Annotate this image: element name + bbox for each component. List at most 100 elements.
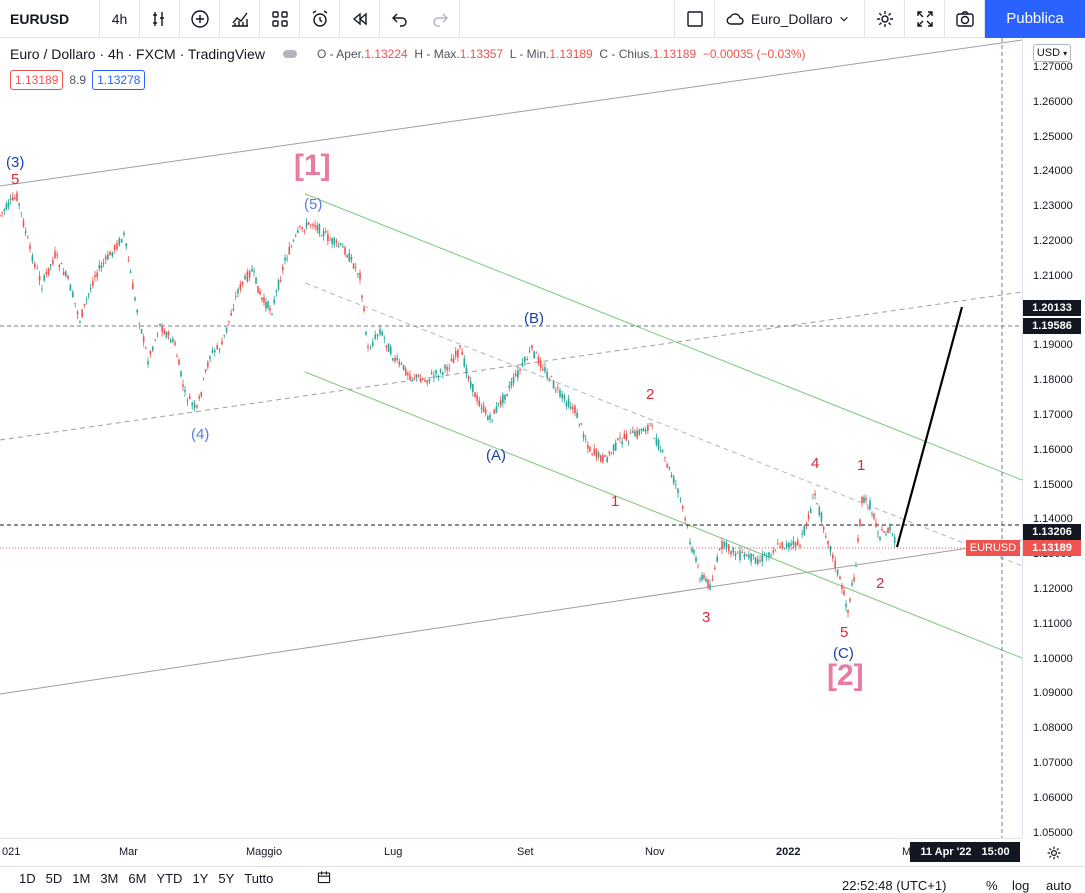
time-axis[interactable] bbox=[0, 838, 1022, 866]
candle-body bbox=[478, 400, 481, 406]
candle-body bbox=[499, 399, 502, 406]
replay-icon[interactable] bbox=[340, 0, 380, 38]
candle-body bbox=[54, 251, 56, 258]
log-toggle[interactable]: log bbox=[1012, 878, 1030, 893]
green-upper-line[interactable] bbox=[304, 193, 1023, 481]
candle-body bbox=[765, 555, 768, 557]
settings-icon[interactable] bbox=[1040, 842, 1068, 864]
visibility-toggle-icon[interactable] bbox=[282, 50, 297, 58]
candle-body bbox=[743, 553, 746, 558]
candle-body bbox=[741, 551, 744, 553]
range-6m[interactable]: 6M bbox=[128, 871, 147, 886]
middle-dashed-line[interactable] bbox=[0, 291, 1023, 441]
candle-body bbox=[369, 348, 372, 350]
camera-icon[interactable] bbox=[945, 0, 985, 38]
candle-body bbox=[413, 378, 416, 380]
candle-body bbox=[857, 538, 859, 542]
lower-channel-line[interactable] bbox=[0, 539, 1023, 695]
candle-body bbox=[267, 301, 269, 309]
candle-body bbox=[682, 505, 684, 509]
auto-toggle[interactable]: auto bbox=[1046, 878, 1072, 893]
candle-body bbox=[292, 240, 295, 242]
candle-body bbox=[647, 425, 649, 432]
grey-dashed-diagonal[interactable] bbox=[304, 282, 1023, 567]
buy-price-button[interactable]: 1.13278 bbox=[92, 70, 146, 90]
cursor-date-label: 11 Apr '22 15:00 bbox=[910, 842, 1020, 862]
candle-body bbox=[836, 569, 839, 575]
candle-body bbox=[261, 297, 263, 300]
layout-button[interactable]: Euro_Dollaro bbox=[715, 0, 865, 38]
undo-icon[interactable] bbox=[380, 0, 420, 38]
date-range-icon[interactable] bbox=[316, 869, 332, 888]
candle-body bbox=[327, 233, 329, 242]
candle-body bbox=[102, 263, 105, 264]
candle-body bbox=[426, 380, 429, 384]
candle-body bbox=[396, 357, 398, 360]
alert-icon[interactable] bbox=[300, 0, 340, 38]
candle-body bbox=[567, 398, 570, 407]
wave-label: 1 bbox=[611, 493, 620, 510]
wave-label: 1 bbox=[857, 457, 866, 474]
settings-icon[interactable] bbox=[865, 0, 905, 38]
range-1m[interactable]: 1M bbox=[72, 871, 91, 886]
candle-body bbox=[809, 509, 812, 514]
redo-icon[interactable] bbox=[420, 0, 460, 38]
candle-body bbox=[241, 281, 244, 285]
chart-type-icon[interactable] bbox=[220, 0, 260, 38]
candle-body bbox=[701, 575, 703, 580]
range-all[interactable]: Tutto bbox=[244, 871, 274, 886]
time-tick: 2022 bbox=[776, 846, 801, 858]
price-axis[interactable] bbox=[1022, 38, 1085, 838]
sell-price-button[interactable]: 1.13189 bbox=[10, 70, 64, 90]
green-lower-line[interactable] bbox=[304, 371, 1023, 659]
templates-icon[interactable] bbox=[260, 0, 300, 38]
time-tick: Lug bbox=[384, 846, 403, 858]
fullscreen-icon[interactable] bbox=[905, 0, 945, 38]
candle-body bbox=[474, 392, 476, 398]
candle-body bbox=[132, 283, 134, 290]
candle-body bbox=[271, 313, 273, 315]
candle-body bbox=[495, 406, 498, 413]
range-3m[interactable]: 3M bbox=[100, 871, 119, 886]
candle-body bbox=[561, 394, 563, 398]
range-ytd[interactable]: YTD bbox=[156, 871, 183, 886]
range-1d[interactable]: 1D bbox=[19, 871, 36, 886]
candle-body bbox=[524, 357, 526, 362]
range-1y[interactable]: 1Y bbox=[192, 871, 209, 886]
candle-body bbox=[839, 576, 841, 580]
candle-body bbox=[883, 531, 885, 533]
candle-body bbox=[307, 222, 310, 225]
candle-body bbox=[116, 243, 118, 250]
candle-body bbox=[727, 544, 730, 551]
layout-square-icon[interactable] bbox=[675, 0, 715, 38]
range-5d[interactable]: 5D bbox=[45, 871, 63, 886]
range-5y[interactable]: 5Y bbox=[218, 871, 235, 886]
projection-line[interactable] bbox=[895, 306, 964, 548]
publish-button[interactable]: Pubblica bbox=[985, 0, 1085, 38]
candle-body bbox=[439, 369, 442, 372]
candle-body bbox=[352, 263, 355, 269]
candle-body bbox=[865, 498, 867, 501]
upper-channel-line[interactable] bbox=[0, 39, 1023, 187]
percent-toggle[interactable]: % bbox=[986, 878, 998, 893]
chart-title[interactable]: Euro / Dollaro · 4h · FXCM · TradingView bbox=[10, 46, 265, 62]
candle-body bbox=[614, 442, 617, 451]
currency-select[interactable]: USD ▾ bbox=[1033, 44, 1071, 62]
symbol-search-button[interactable]: EURUSD bbox=[0, 0, 100, 38]
candle-body bbox=[582, 434, 585, 438]
indicators-icon[interactable] bbox=[140, 0, 180, 38]
candle-body bbox=[829, 545, 832, 552]
candle-body bbox=[565, 402, 568, 407]
candle-body bbox=[310, 224, 312, 226]
layout-name: Euro_Dollaro bbox=[751, 10, 833, 27]
price-tick: 1.19000 bbox=[1033, 339, 1073, 352]
candle-body bbox=[94, 274, 96, 278]
candle-body bbox=[111, 251, 114, 257]
candle-body bbox=[517, 370, 519, 378]
interval-button[interactable]: 4h bbox=[100, 0, 140, 38]
price-tick: 1.09000 bbox=[1033, 687, 1073, 700]
wave-label: 2 bbox=[646, 386, 655, 403]
clock-timezone[interactable]: 22:52:48 (UTC+1) bbox=[842, 878, 947, 893]
add-icon[interactable] bbox=[180, 0, 220, 38]
